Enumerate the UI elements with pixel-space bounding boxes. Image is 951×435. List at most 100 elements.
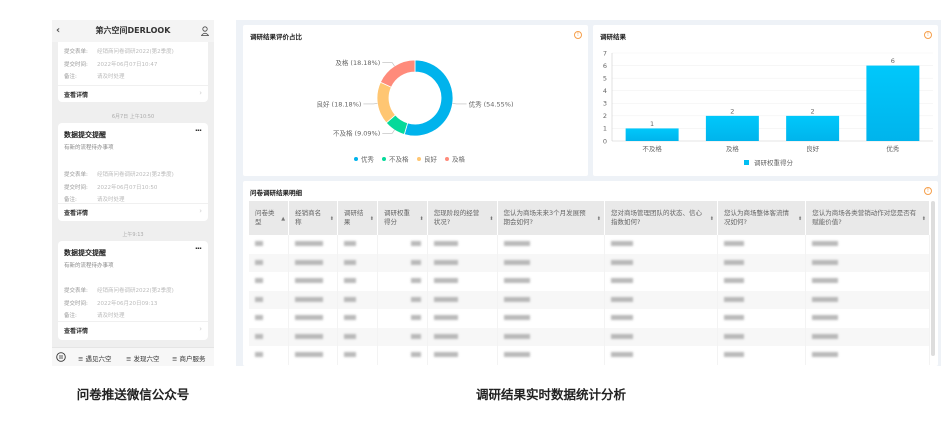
- pie-label: 及格 (18.18%): [335, 58, 380, 67]
- legend-label[interactable]: 优秀: [361, 155, 375, 164]
- chevron-right-icon[interactable]: ›: [199, 207, 202, 215]
- user-icon[interactable]: [201, 26, 209, 36]
- table-cell: [604, 272, 718, 291]
- table-cell: [805, 309, 930, 328]
- pie-slice[interactable]: [379, 59, 416, 88]
- sort-icon[interactable]: ⬍: [369, 216, 374, 222]
- card-field: 备注: 请及时处理: [64, 74, 125, 80]
- bar-value-label: 1: [650, 120, 654, 128]
- column-header[interactable]: 调研权重得分 ⬍: [377, 201, 428, 235]
- table-row[interactable]: [249, 346, 930, 365]
- table-row[interactable]: [249, 272, 930, 291]
- table-cell: [288, 253, 338, 272]
- y-tick-label: 7: [603, 49, 607, 57]
- table-cell: [805, 327, 930, 346]
- x-tick-label: 优秀: [886, 144, 900, 153]
- table-cell: [377, 253, 428, 272]
- table-cell: [604, 235, 718, 254]
- wechat-phone-screen: ‹ 第六空间DERLOOK 提交表单: 经销商问卷调研2022(第2季度) 提交时间…: [52, 20, 214, 366]
- back-icon[interactable]: ‹: [56, 25, 61, 36]
- pie-label: 良好 (18.18%): [316, 99, 361, 108]
- column-header[interactable]: 问卷类型 ▲: [249, 201, 290, 235]
- view-details-link[interactable]: 查看详情: [64, 210, 89, 217]
- info-icon[interactable]: !: [574, 31, 582, 39]
- dashboard: 调研结果评价占比 ! 优秀 (54.55%) 不及格 (9.09%) 良好 (18.…: [236, 20, 941, 366]
- legend-label[interactable]: 良好: [424, 155, 438, 164]
- table-row[interactable]: [249, 309, 930, 328]
- x-tick-label: 不及格: [642, 144, 662, 153]
- table-cell: [604, 253, 718, 272]
- card-subtitle: 有新的流程待办事项: [64, 145, 114, 151]
- table-cell: [337, 309, 378, 328]
- card-field: 提交表单: 经销商问卷调研2022(第2季度): [64, 172, 174, 178]
- sort-icon[interactable]: ⬍: [489, 216, 494, 222]
- column-header[interactable]: 您认为商场各类营销动作对您是否有赋能价值? ⬍: [805, 201, 930, 235]
- info-icon[interactable]: !: [924, 187, 932, 195]
- menu-item-2[interactable]: ≡ 发现六空: [126, 355, 160, 363]
- column-header[interactable]: 您认为商场未来3个月发展预期会如何? ⬍: [497, 201, 605, 235]
- table-cell: [249, 235, 290, 254]
- table-cell: [249, 272, 290, 291]
- chevron-right-icon[interactable]: ›: [199, 325, 202, 333]
- table-scrollbar[interactable]: [931, 201, 935, 356]
- pie-slice[interactable]: [403, 59, 454, 137]
- table-cell: [337, 346, 378, 365]
- bar[interactable]: [625, 128, 679, 141]
- table-cell: [377, 327, 428, 346]
- table-row[interactable]: [249, 327, 930, 346]
- table-cell: [497, 253, 605, 272]
- menu-item-3[interactable]: ≡ 商户服务: [172, 355, 206, 363]
- column-header[interactable]: 您现阶段的经营状况? ⬍: [427, 201, 498, 235]
- pie-label-line: [382, 129, 395, 134]
- legend-label[interactable]: 调研权重得分: [754, 158, 794, 167]
- more-icon[interactable]: ···: [194, 126, 202, 135]
- table-row[interactable]: [249, 290, 930, 309]
- bar[interactable]: [786, 115, 840, 141]
- more-icon[interactable]: ···: [194, 244, 202, 253]
- bar[interactable]: [866, 65, 920, 141]
- table-cell: [604, 290, 718, 309]
- bar-card-title: 调研结果: [600, 33, 626, 41]
- message-time: 上午9:13: [122, 232, 144, 238]
- message-time: 6月7日 上午10:50: [111, 114, 155, 120]
- caption-left: 问卷推送微信公众号: [76, 387, 190, 402]
- y-tick-label: 3: [603, 100, 607, 108]
- card-field: 提交时间: 2022年06月20日09:13: [64, 300, 158, 307]
- table-row[interactable]: [249, 235, 930, 254]
- table-cell: [427, 253, 498, 272]
- view-details-link[interactable]: 查看详情: [64, 328, 89, 335]
- legend-marker: [445, 157, 449, 161]
- table-cell: [717, 253, 807, 272]
- column-header[interactable]: 您对商场管理团队的状态、信心指数如何? ⬍: [604, 201, 718, 235]
- table-cell: [427, 235, 498, 254]
- chevron-right-icon[interactable]: ›: [199, 89, 202, 97]
- column-header[interactable]: 您认为商场整体客流情况如何? ⬍: [717, 201, 807, 235]
- pie-slice[interactable]: [376, 81, 396, 124]
- pie-label: 优秀 (54.55%): [469, 99, 514, 108]
- pie-label-line: [452, 103, 467, 105]
- sort-icon[interactable]: ⬍: [709, 216, 714, 222]
- table-row[interactable]: [249, 253, 930, 272]
- column-header[interactable]: 调研结果 ⬍: [337, 201, 378, 235]
- column-header[interactable]: 经销商名称 ⬍: [288, 201, 338, 235]
- sort-icon[interactable]: ⬍: [921, 216, 926, 222]
- sort-icon[interactable]: ⬍: [329, 216, 334, 222]
- keyboard-icon[interactable]: [56, 352, 66, 362]
- sort-icon[interactable]: ⬍: [798, 216, 803, 222]
- table-card: 问卷调研结果明细 ! 问卷类型 ▲ 经销商名称 ⬍ 调研结果 ⬍ 调研权重得分 ⬍ 您现阶段的经…: [243, 181, 938, 366]
- table-cell: [717, 346, 807, 365]
- view-details-link[interactable]: 查看详情: [64, 92, 89, 99]
- legend-label[interactable]: 及格: [452, 155, 466, 164]
- table-cell: [249, 290, 290, 309]
- bottom-menu: ≡ 遇见六空 ≡ 发现六空 ≡ 商户服务: [52, 347, 214, 366]
- bar[interactable]: [705, 115, 759, 141]
- pie-label: 不及格 (9.09%): [333, 129, 380, 138]
- bar-card: 调研结果 ! 0 1 2 3 4 5 6 7 1 不及格 2 及格 2 良好 6 优秀 调研权重得分: [593, 25, 938, 176]
- sort-icon[interactable]: ⬍: [596, 216, 601, 222]
- menu-item-1[interactable]: ≡ 遇见六空: [78, 355, 112, 363]
- x-tick-label: 及格: [726, 144, 740, 153]
- legend-label[interactable]: 不及格: [389, 155, 409, 164]
- sort-icon[interactable]: ⬍: [419, 216, 424, 222]
- info-icon[interactable]: !: [924, 31, 932, 39]
- sort-icon[interactable]: ▲: [281, 216, 286, 222]
